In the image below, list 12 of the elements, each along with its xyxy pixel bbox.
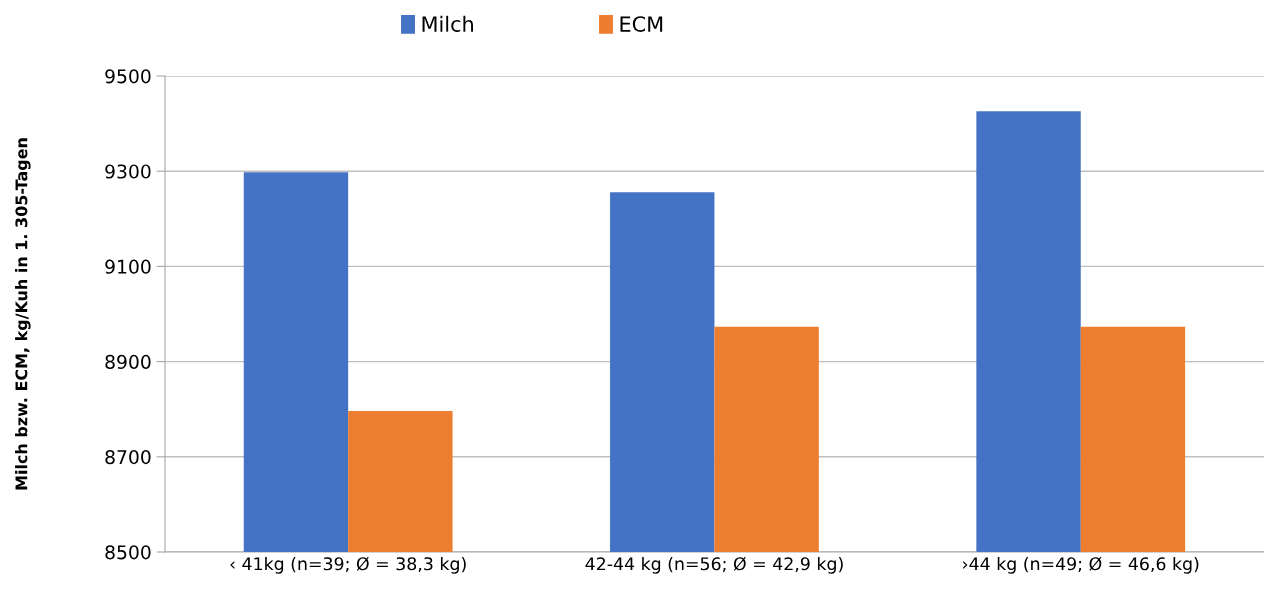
- x-tick-label: 42-44 kg (n=56; Ø = 42,9 kg): [585, 556, 843, 574]
- y-tick-label: 9300: [105, 164, 151, 179]
- y-tick-label: 8700: [105, 450, 151, 465]
- legend-label: ECM: [620, 16, 663, 32]
- y-tick-label: 9500: [105, 69, 151, 84]
- legend-label: Milch: [422, 15, 473, 32]
- x-tick-label: ›44 kg (n=49; Ø = 46,6 kg): [963, 556, 1199, 574]
- y-axis-title: Milch bzw. ECM, kg/Kuh in 1. 305-Tagen: [15, 138, 31, 490]
- x-tick-label: ‹ 41kg (n=39; Ø = 38,3 kg): [230, 556, 466, 574]
- y-tick-label: 9100: [105, 259, 151, 274]
- y-tick-label: 8900: [105, 354, 151, 369]
- y-tick-label: 8500: [105, 545, 151, 560]
